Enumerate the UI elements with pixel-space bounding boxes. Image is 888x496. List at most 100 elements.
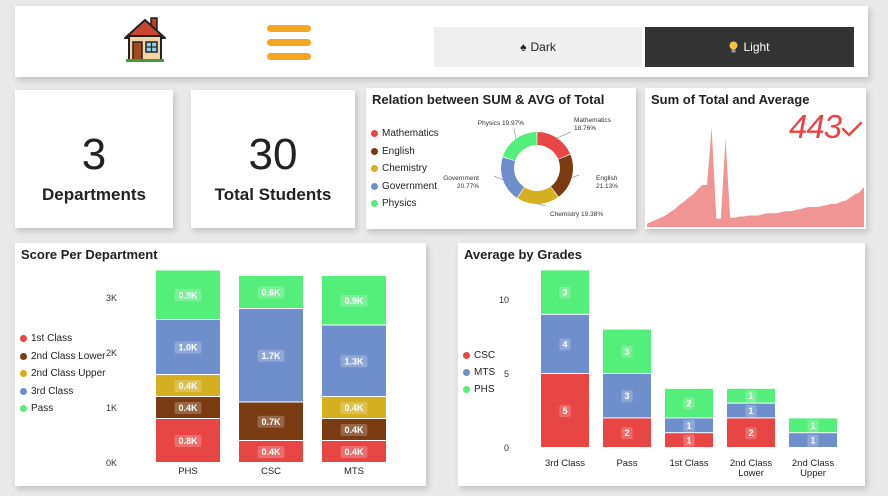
grades-bar-segment[interactable] [727, 403, 775, 418]
grades-data-label-bg [683, 434, 695, 447]
score-legend-item[interactable]: 1st Class [20, 333, 72, 344]
donut-legend-item[interactable]: Government [371, 181, 437, 192]
score-data-label: 0.9K [344, 296, 364, 306]
grades-bar-segment[interactable] [603, 329, 651, 373]
grades-data-label: 1 [810, 436, 815, 446]
grades-data-label: 2 [686, 399, 691, 409]
grades-legend-item[interactable]: PHS [463, 384, 495, 395]
score-bar-segment[interactable] [239, 276, 303, 308]
score-bar-segment[interactable] [239, 441, 303, 462]
kpi-students-value: 30 [248, 130, 298, 179]
legend-label: MTS [474, 367, 496, 378]
grades-data-label: 3 [562, 288, 567, 298]
score-bar-segment[interactable] [156, 320, 220, 374]
home-icon[interactable] [122, 14, 168, 64]
grades-bar-segment[interactable] [789, 418, 837, 433]
grades-ytick: 10 [499, 295, 509, 305]
legend-dot [463, 352, 470, 359]
grades-data-label: 3 [624, 347, 629, 357]
grades-legend-item[interactable]: MTS [463, 367, 495, 378]
legend-dot [20, 387, 27, 395]
kpi-departments-card: 3 Departments [15, 90, 173, 228]
score-bar-segment[interactable] [156, 419, 220, 462]
grades-bar-segment[interactable] [541, 270, 589, 314]
dark-label: Dark [530, 40, 556, 54]
grades-data-label: 2 [624, 428, 629, 438]
donut-legend-item[interactable]: Physics [371, 198, 416, 209]
legend-label: English [382, 145, 415, 157]
grades-chart: 0 5 10 5 4 3 3rd Class 2 3 3 Pass 1 1 2 1st Class 2 1 1 2n… [499, 270, 837, 479]
legend-label: Pass [31, 403, 54, 414]
score-bar-segment[interactable] [156, 270, 220, 320]
menu-icon[interactable] [267, 23, 311, 63]
kpi-departments-value: 3 [81, 130, 107, 179]
grades-card: Average by Grades CSC MTS PHS 0 5 10 5 4 3 3rd C… [458, 243, 865, 486]
light-theme-button[interactable]: Light [645, 27, 854, 67]
donut-slice[interactable] [502, 132, 537, 161]
grades-data-label: 1 [748, 391, 753, 401]
dark-theme-button[interactable]: ♠ Dark [434, 27, 642, 67]
score-legend-item[interactable]: 3rd Class [20, 386, 73, 397]
score-category-label: CSC [261, 466, 281, 477]
legend-dot [20, 335, 27, 342]
score-data-label: 0.9K [178, 290, 198, 300]
score-bar-segment[interactable] [322, 276, 386, 325]
score-ytick: 1K [106, 403, 117, 413]
score-bar-segment[interactable] [156, 397, 220, 418]
donut-chart: Mathematics 18.76% English 21.13% Chemistry … [443, 117, 618, 218]
score-bar-segment[interactable] [156, 375, 220, 396]
grades-bar-segment[interactable] [541, 314, 589, 373]
grades-bar-segment[interactable] [603, 374, 651, 418]
legend-label: CSC [474, 350, 496, 361]
donut-slice-label: Chemistry 19.38% [550, 211, 603, 218]
donut-legend-item[interactable]: Chemistry [371, 163, 427, 174]
grades-data-label: 1 [686, 436, 691, 446]
grades-ytick: 0 [504, 443, 509, 453]
donut-legend-item[interactable]: Mathematics [371, 128, 439, 139]
legend-label: Government [382, 180, 438, 192]
legend-label: 1st Class [31, 333, 73, 344]
donut-slice[interactable] [537, 132, 571, 159]
donut-slice-label: Mathematics 18.76% [574, 117, 612, 132]
legend-dot [371, 165, 378, 172]
legend-dot [20, 370, 27, 377]
sum-area-chart [647, 127, 864, 227]
score-data-label-bg [174, 435, 202, 447]
donut-leader-line [571, 174, 580, 178]
score-bar-segment[interactable] [322, 397, 386, 418]
grades-title: Average by Grades [464, 247, 583, 262]
grades-legend-item[interactable]: CSC [463, 350, 495, 361]
check-icon [842, 121, 862, 137]
score-data-label: 0.7K [261, 417, 281, 427]
score-category-label: PHS [178, 466, 198, 477]
donut-slice[interactable] [517, 186, 559, 204]
score-bar-segment[interactable] [322, 325, 386, 397]
score-chart: 0K 1K 2K 3K 0.8K 0.4K 0.4K 1.0K 0.9K PHS 0.4K 0.7K 1… [106, 270, 386, 477]
kpi-students-card: 30 Total Students [191, 90, 355, 228]
grades-bar-segment[interactable] [541, 374, 589, 447]
score-legend-item[interactable]: 2nd Class Lower [20, 351, 105, 362]
score-title: Score Per Department [21, 247, 158, 262]
score-ytick: 0K [106, 458, 117, 468]
grades-bar-segment[interactable] [603, 418, 651, 447]
grades-bar-segment[interactable] [727, 388, 775, 403]
legend-dot [371, 182, 378, 190]
score-data-label-bg [174, 341, 202, 354]
grades-bar-segment[interactable] [789, 433, 837, 447]
grades-bar-segment[interactable] [665, 418, 713, 433]
score-bar-segment[interactable] [322, 419, 386, 440]
score-legend-item[interactable]: 2nd Class Upper [20, 368, 105, 379]
grades-bar-segment[interactable] [665, 433, 713, 447]
donut-slice[interactable] [550, 154, 573, 197]
score-bar-segment[interactable] [322, 441, 386, 462]
donut-legend-item[interactable]: English [371, 146, 415, 157]
score-bar-segment[interactable] [239, 309, 303, 402]
grades-bar-segment[interactable] [665, 388, 713, 418]
sum-title: Sum of Total and Average [651, 92, 810, 107]
donut-slice[interactable] [501, 157, 525, 198]
score-bar-segment[interactable] [239, 402, 303, 441]
grades-data-label: 1 [748, 406, 753, 416]
grades-data-label-bg [745, 427, 757, 440]
score-legend-item[interactable]: Pass [20, 403, 53, 414]
grades-bar-segment[interactable] [727, 418, 775, 447]
